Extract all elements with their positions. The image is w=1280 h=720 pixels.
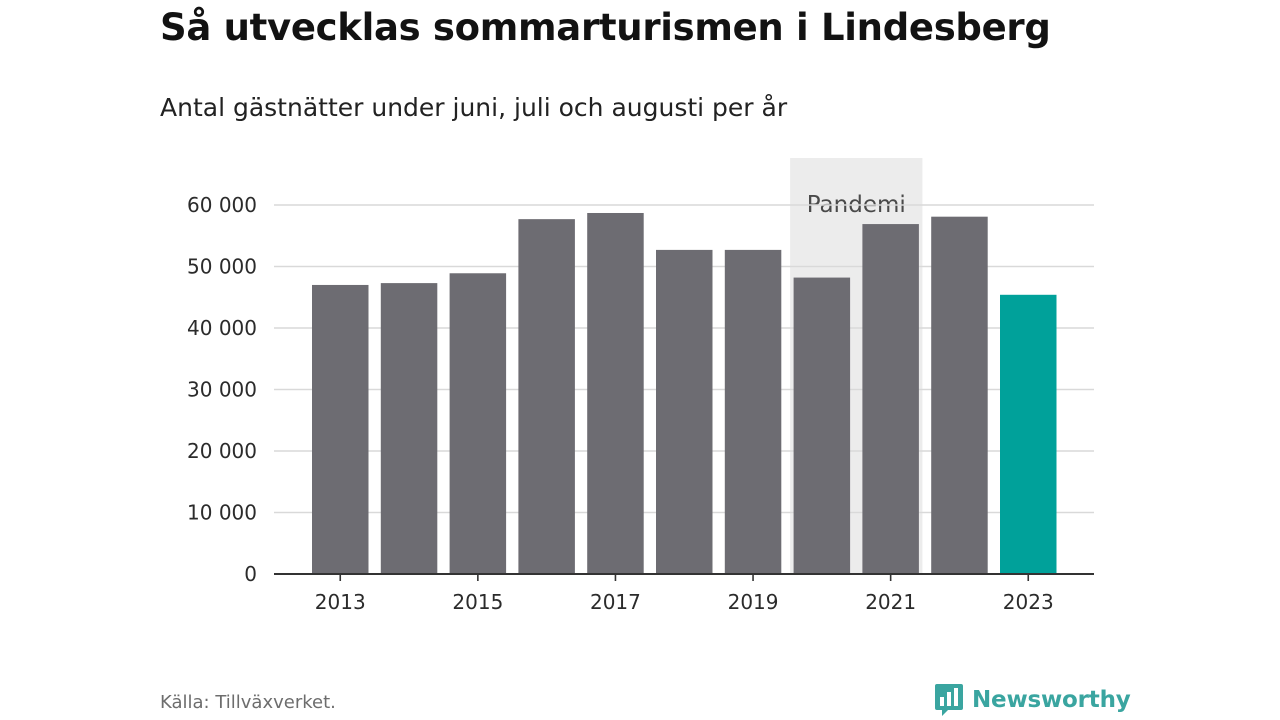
y-axis-ticks: 0 10 000 20 000 30 000 40 000 50 000 60 000 <box>187 193 257 586</box>
source-note: Källa: Tillväxverket. <box>160 692 336 713</box>
bar-2013 <box>312 284 369 574</box>
bar-2020 <box>793 277 851 574</box>
x-tick-label: 2019 <box>728 590 779 614</box>
y-tick-label: 0 <box>244 562 257 586</box>
y-tick-label: 10 000 <box>187 501 257 525</box>
y-tick-label: 30 000 <box>187 378 257 402</box>
x-tick-label: 2013 <box>315 590 366 614</box>
bar-2019 <box>724 249 782 574</box>
y-tick-label: 20 000 <box>187 439 257 463</box>
y-tick-label: 50 000 <box>187 255 257 279</box>
x-tick-label: 2021 <box>865 590 916 614</box>
x-tick-label: 2017 <box>590 590 641 614</box>
bar-2021 <box>862 224 919 574</box>
y-tick-label: 40 000 <box>187 316 257 340</box>
bars <box>312 212 1057 574</box>
bar-highlight-2023 <box>1000 294 1057 574</box>
bar-2022 <box>931 216 988 574</box>
newsworthy-bar-chart-logo-icon <box>935 684 963 716</box>
chart-title: Så utvecklas sommarturismen i Lindesberg <box>160 6 1051 49</box>
chart-subtitle: Antal gästnätter under juni, juli och au… <box>160 93 788 122</box>
bar-2018 <box>656 249 713 574</box>
brand-logo: Newsworthy <box>934 682 1131 718</box>
bar-2016 <box>518 219 575 574</box>
y-tick-label: 60 000 <box>187 193 257 217</box>
bar-2014 <box>380 283 438 574</box>
brand-name: Newsworthy <box>972 687 1131 713</box>
x-tick-label: 2023 <box>1003 590 1054 614</box>
bar-2015 <box>449 273 507 574</box>
x-axis: 2013 2015 2017 2019 2021 2023 <box>274 573 1094 614</box>
bar-2017 <box>587 212 644 574</box>
x-tick-label: 2015 <box>452 590 503 614</box>
